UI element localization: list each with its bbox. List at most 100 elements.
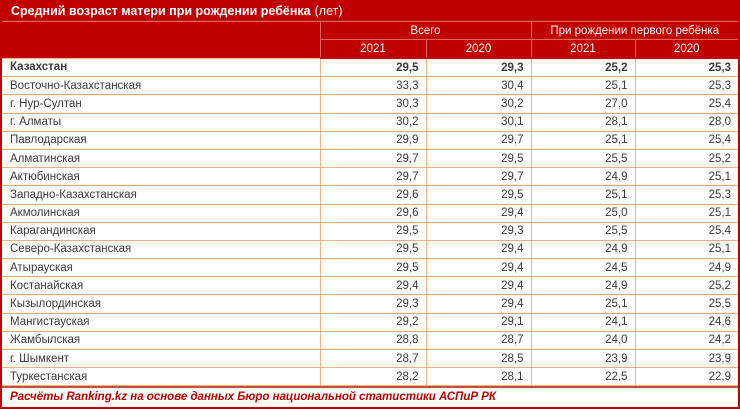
region-cell: Карагандинская [2,221,321,241]
value-cell: 29,4 [425,276,532,296]
region-cell: Павлодарская [2,130,321,150]
value-cell: 30,4 [425,76,532,96]
value-cell: 25,4 [634,130,738,150]
value-cell: 25,3 [634,185,738,205]
value-cell: 29,3 [425,221,532,241]
table-header: Всего При рождении первого ребёнка 2021 … [2,22,738,59]
region-cell: Жамбылская [2,330,321,351]
value-cell: 24,6 [634,312,738,332]
group-header-firstborn: При рождении первого ребёнка [530,22,738,40]
value-cell: 28,7 [319,348,427,369]
table-row: Атырауская 29,5 29,4 24,5 24,9 [2,258,738,278]
year-header: 2021 [530,39,636,59]
source-note: Расчёты Ranking.kz на основе данных Бюро… [2,386,738,407]
value-cell: 28,2 [319,367,427,387]
value-cell: 25,1 [634,167,738,187]
value-cell: 25,4 [634,94,738,114]
value-cell: 30,1 [425,112,532,132]
value-cell: 29,7 [319,148,427,169]
value-cell: 25,5 [530,221,636,241]
value-cell: 25,2 [530,57,636,78]
table-row: Кызылординская 29,3 29,4 25,1 25,5 [2,294,738,314]
value-cell: 30,3 [319,94,427,114]
value-cell: 29,5 [425,185,532,205]
year-header: 2020 [425,39,532,59]
value-cell: 29,5 [319,239,427,260]
region-cell: г. Нур-Султан [2,94,321,114]
value-cell: 29,2 [319,312,427,332]
value-cell: 29,5 [319,221,427,241]
value-cell: 25,1 [530,294,636,314]
value-cell: 28,7 [425,330,532,351]
value-cell: 27,0 [530,94,636,114]
value-cell: 25,1 [530,185,636,205]
value-cell: 29,4 [425,203,532,223]
group-header-total: Всего [319,22,532,40]
value-cell: 29,1 [425,312,532,332]
value-cell: 25,2 [634,276,738,296]
region-cell: Восточно-Казахстанская [2,76,321,96]
value-cell: 33,3 [319,76,427,96]
value-cell: 29,4 [425,294,532,314]
table-title: Средний возраст матери при рождении ребё… [2,2,738,22]
corner-cell [2,22,321,58]
value-cell: 25,1 [634,239,738,260]
region-cell: Акмолинская [2,203,321,223]
value-cell: 29,6 [319,185,427,205]
table-row: Акмолинская 29,6 29,4 25,0 25,1 [2,203,738,223]
year-header-row: 2021 2020 2021 2020 [2,39,738,59]
value-cell: 29,7 [425,167,532,187]
value-cell: 28,1 [425,367,532,387]
region-cell: Северо-Казахстанская [2,239,321,260]
value-cell: 25,1 [530,76,636,96]
value-cell: 29,5 [319,57,427,78]
value-cell: 29,7 [425,130,532,150]
table-row: Мангистауская 29,2 29,1 24,1 24,6 [2,312,738,332]
table-row: Костанайская 29,4 29,4 24,9 25,2 [2,276,738,296]
value-cell: 25,0 [530,203,636,223]
table-row: г. Шымкент 28,7 28,5 23,9 23,9 [2,348,738,369]
table-row: Западно-Казахстанская 29,6 29,5 25,1 25,3 [2,185,738,205]
table-row: Павлодарская 29,9 29,7 25,1 25,4 [2,130,738,150]
region-cell: Костанайская [2,276,321,296]
value-cell: 28,1 [530,112,636,132]
value-cell: 24,9 [530,276,636,296]
value-cell: 25,4 [634,221,738,241]
value-cell: 29,3 [425,57,532,78]
table-row: Алматинская 29,7 29,5 25,5 25,2 [2,148,738,169]
value-cell: 24,0 [530,330,636,351]
value-cell: 25,5 [634,294,738,314]
table-row: Карагандинская 29,5 29,3 25,5 25,4 [2,221,738,241]
table-title-text: Средний возраст матери при рождении ребё… [11,4,311,18]
value-cell: 29,7 [319,167,427,187]
value-cell: 29,9 [319,130,427,150]
value-cell: 23,9 [634,348,738,369]
value-cell: 24,9 [530,167,636,187]
table-row: Казахстан 29,5 29,3 25,2 25,3 [2,57,738,78]
region-cell: Западно-Казахстанская [2,185,321,205]
region-cell: г. Алматы [2,112,321,132]
region-cell: Мангистауская [2,312,321,332]
value-cell: 28,5 [425,348,532,369]
value-cell: 29,3 [319,294,427,314]
table-body: Казахстан 29,5 29,3 25,2 25,3 Восточно-Казахс… [2,57,738,387]
value-cell: 25,1 [634,203,738,223]
value-cell: 25,3 [634,76,738,96]
region-cell: Туркестанская [2,367,321,387]
region-cell: Алматинская [2,148,321,169]
region-cell: Атырауская [2,258,321,278]
data-table: Всего При рождении первого ребёнка 2021 … [2,22,738,387]
region-cell: Казахстан [2,57,321,78]
value-cell: 29,4 [425,258,532,278]
value-cell: 28,8 [319,330,427,351]
value-cell: 29,6 [319,203,427,223]
year-header: 2021 [319,39,427,59]
region-cell: г. Шымкент [2,348,321,369]
value-cell: 29,4 [425,239,532,260]
value-cell: 29,5 [425,148,532,169]
table-row: Восточно-Казахстанская 33,3 30,4 25,1 25,3 [2,76,738,96]
value-cell: 25,1 [530,130,636,150]
table-title-unit: (лет) [314,4,343,18]
table-row: Туркестанская 28,2 28,1 22,5 22,9 [2,367,738,387]
